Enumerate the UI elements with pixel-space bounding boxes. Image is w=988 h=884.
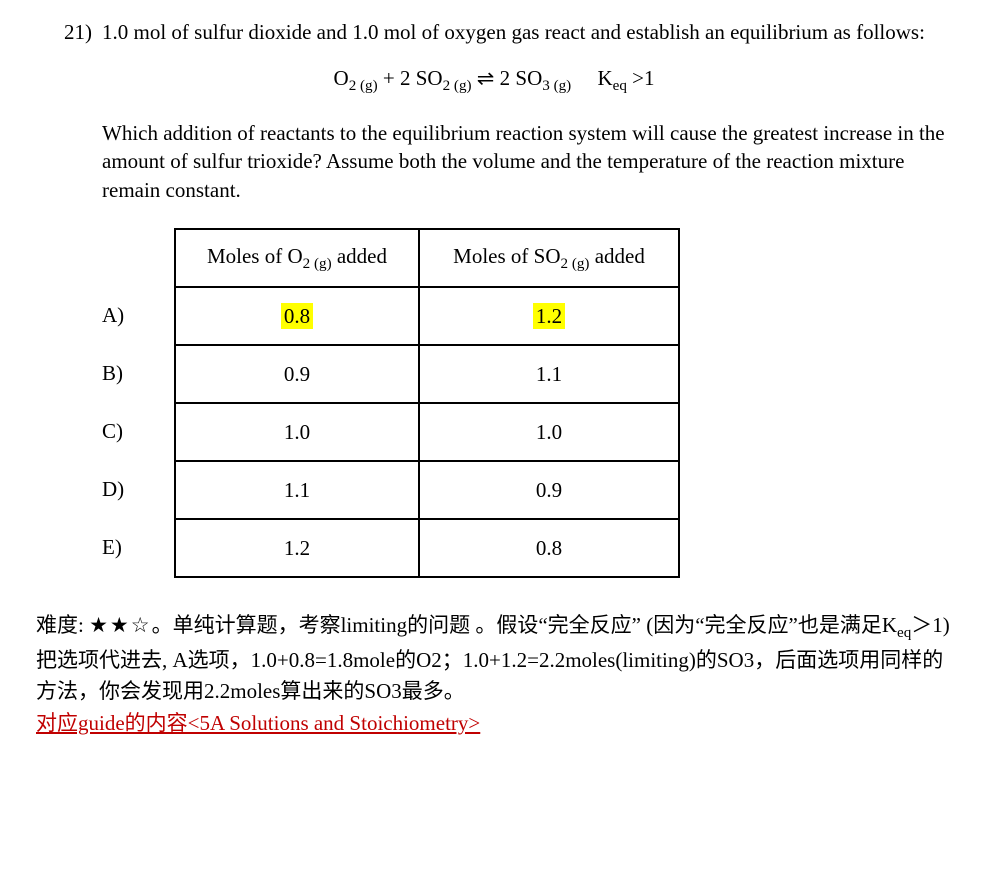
table-row: 0.91.1 (175, 345, 679, 403)
cell-o2: 1.1 (175, 461, 419, 519)
table-row: 1.01.0 (175, 403, 679, 461)
explanation-block: 难度: ★★☆。单纯计算题，考察limiting的问题 。假设“完全反应” (因… (36, 610, 952, 739)
answer-table-area: A)B)C)D)E) Moles of O2 (g) added Moles o… (102, 228, 952, 578)
question-prompt-1: 1.0 mol of sulfur dioxide and 1.0 mol of… (102, 18, 952, 46)
choice-label: D) (102, 460, 174, 518)
table-row: 1.20.8 (175, 519, 679, 577)
table-header-o2: Moles of O2 (g) added (175, 229, 419, 287)
answer-table: Moles of O2 (g) added Moles of SO2 (g) a… (174, 228, 680, 578)
guide-link[interactable]: 对应guide的内容<5A Solutions and Stoichiometr… (36, 711, 480, 735)
question-number: 21) (36, 18, 102, 46)
cell-so2: 1.2 (419, 287, 679, 345)
question-prompt-2: Which addition of reactants to the equil… (102, 119, 952, 204)
cell-so2: 0.9 (419, 461, 679, 519)
choice-label: E) (102, 518, 174, 576)
cell-o2: 0.9 (175, 345, 419, 403)
question-header: 21) 1.0 mol of sulfur dioxide and 1.0 mo… (36, 18, 952, 46)
table-header-so2: Moles of SO2 (g) added (419, 229, 679, 287)
choice-label: B) (102, 344, 174, 402)
explanation-text: 难度: ★★☆。单纯计算题，考察limiting的问题 。假设“完全反应” (因… (36, 610, 952, 708)
chemical-equation: O2 (g) + 2 SO2 (g) ⇌ 2 SO3 (g) Keq >1 (36, 64, 952, 97)
choice-label: C) (102, 402, 174, 460)
cell-o2: 1.0 (175, 403, 419, 461)
cell-o2: 0.8 (175, 287, 419, 345)
choice-label: A) (102, 286, 174, 344)
table-body: 0.81.20.91.11.01.01.10.91.20.8 (175, 287, 679, 577)
cell-so2: 0.8 (419, 519, 679, 577)
table-row: 1.10.9 (175, 461, 679, 519)
cell-so2: 1.0 (419, 403, 679, 461)
cell-so2: 1.1 (419, 345, 679, 403)
cell-o2: 1.2 (175, 519, 419, 577)
row-labels: A)B)C)D)E) (102, 286, 174, 576)
table-row: 0.81.2 (175, 287, 679, 345)
